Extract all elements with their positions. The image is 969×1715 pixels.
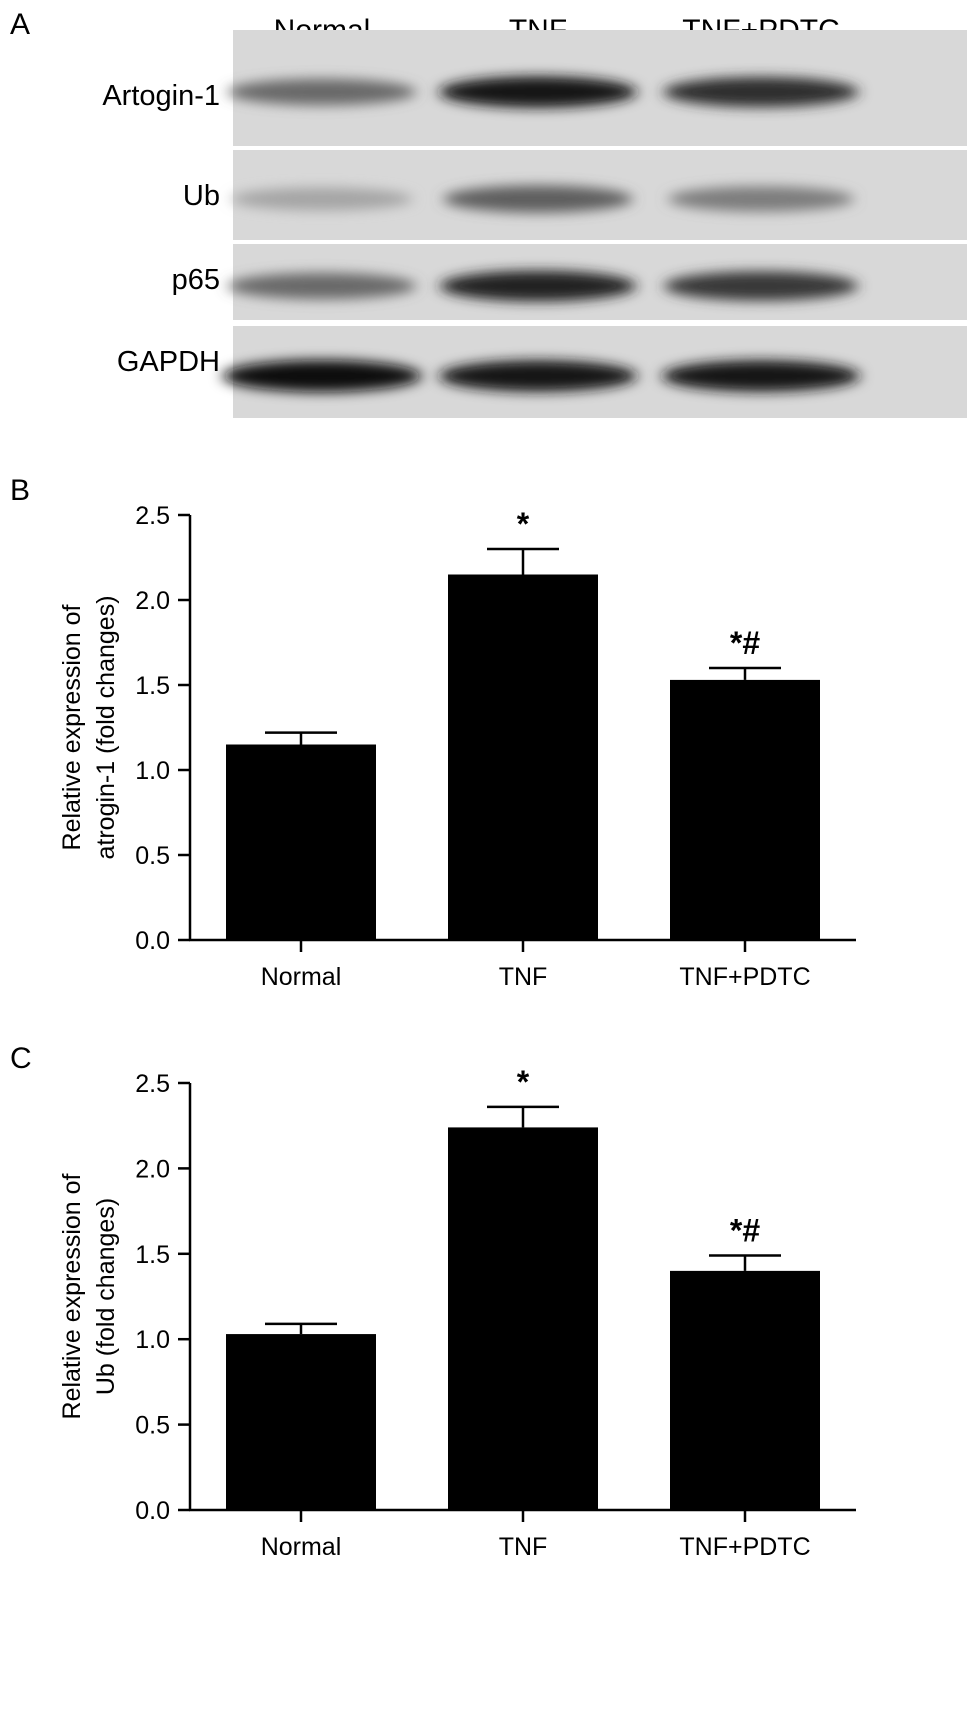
- y-tick-label: 2.5: [135, 502, 170, 530]
- y-tick-label: 2.0: [135, 1155, 170, 1183]
- blot-band: [222, 360, 422, 392]
- y-tick-label: 1.5: [135, 1241, 170, 1269]
- significance-marker: *: [517, 506, 530, 542]
- x-tick-label: TNF: [499, 1533, 548, 1561]
- bar-tnf-pdtc: [670, 679, 820, 940]
- panel-letter-b: B: [10, 474, 31, 507]
- panel-letter-c: C: [10, 1042, 32, 1075]
- blot-band: [439, 360, 637, 392]
- blot-band: [663, 271, 859, 301]
- y-axis-label: Relative expression of: [58, 1173, 86, 1419]
- y-axis-label: atrogin-1 (fold changes): [92, 595, 120, 859]
- blot-row-label-gapdh: GAPDH: [116, 346, 220, 378]
- significance-marker: *#: [730, 625, 760, 661]
- y-tick-label: 2.0: [135, 587, 170, 615]
- x-tick-label: Normal: [261, 963, 342, 991]
- y-tick-label: 0.5: [135, 842, 170, 870]
- blot-strip-2: [227, 244, 967, 320]
- significance-marker: *#: [730, 1213, 760, 1249]
- x-tick-label: Normal: [261, 1533, 342, 1561]
- bar-tnf: [448, 1127, 598, 1510]
- x-tick-label: TNF+PDTC: [679, 963, 810, 991]
- y-tick-label: 0.0: [135, 1497, 170, 1525]
- blot-band: [439, 270, 637, 302]
- blot-band: [668, 186, 854, 212]
- blot-row-label-artogin-1: Artogin-1: [102, 80, 220, 112]
- blot-row-label-p65: p65: [171, 264, 220, 296]
- bar-tnf-pdtc: [670, 1270, 820, 1510]
- y-tick-label: 2.5: [135, 1070, 170, 1098]
- y-tick-label: 1.0: [135, 757, 170, 785]
- y-tick-label: 1.5: [135, 672, 170, 700]
- blot-band: [439, 76, 637, 108]
- bar-normal: [226, 1334, 376, 1510]
- blot-band: [227, 78, 417, 106]
- significance-marker: *: [517, 1064, 530, 1100]
- blot-band: [443, 185, 633, 213]
- panel-letter-a: A: [10, 8, 31, 41]
- blot-strip-3: [222, 326, 967, 418]
- blot-strip-1: [231, 150, 967, 240]
- blot-strip-0: [227, 30, 967, 146]
- y-tick-label: 0.0: [135, 927, 170, 955]
- blot-band: [231, 187, 413, 211]
- bar-tnf: [448, 574, 598, 940]
- blot-row-label-ub: Ub: [182, 180, 220, 212]
- bar-normal: [226, 744, 376, 940]
- y-axis-label: Relative expression of: [58, 604, 86, 850]
- x-tick-label: TNF: [499, 963, 548, 991]
- x-tick-label: TNF+PDTC: [679, 1533, 810, 1561]
- y-tick-label: 1.0: [135, 1326, 170, 1354]
- y-axis-label: Ub (fold changes): [92, 1198, 120, 1395]
- blot-band: [662, 360, 860, 392]
- y-tick-label: 0.5: [135, 1412, 170, 1440]
- western-blot-image: [222, 30, 967, 418]
- blot-band: [227, 272, 417, 300]
- blot-band: [663, 76, 859, 108]
